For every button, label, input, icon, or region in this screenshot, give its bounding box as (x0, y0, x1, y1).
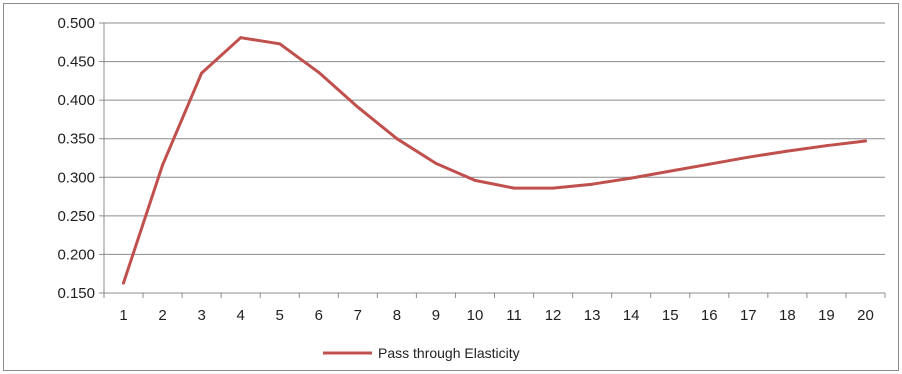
data-point (122, 281, 126, 285)
x-tick-label: 2 (158, 307, 166, 324)
x-tick-label: 10 (467, 307, 484, 324)
y-tick-label: 0.200 (57, 246, 95, 263)
series-line (122, 36, 867, 285)
data-point (161, 163, 165, 167)
data-point (200, 71, 204, 75)
data-point (590, 182, 594, 186)
series-layer (122, 36, 867, 285)
x-tick-label: 17 (740, 307, 757, 324)
data-point (434, 161, 438, 165)
data-point (356, 105, 360, 109)
data-point (395, 137, 399, 141)
x-tick-label: 13 (584, 307, 601, 324)
y-tick-label: 0.500 (57, 15, 95, 32)
y-tick-label: 0.450 (57, 54, 95, 71)
x-tick-label: 3 (197, 307, 205, 324)
x-tick-label: 18 (779, 307, 796, 324)
x-tick-label: 11 (506, 307, 522, 324)
data-point (278, 42, 282, 46)
y-axis-tick-labels: 0.500 0.450 0.400 0.350 0.300 0.250 0.200 0.150 (57, 15, 95, 302)
x-tick-label: 20 (857, 307, 874, 324)
x-tick-label: 1 (119, 307, 127, 324)
data-point (629, 176, 633, 180)
y-tick-label: 0.350 (57, 131, 95, 148)
axes (99, 22, 886, 298)
data-point (746, 155, 750, 159)
x-tick-label: 4 (237, 307, 245, 324)
data-point (317, 70, 321, 74)
x-axis-tick-labels: 1 2 3 4 5 6 7 8 9 10 11 12 13 14 15 16 17 18 19 20 (119, 307, 873, 324)
y-tick-label: 0.300 (57, 169, 95, 186)
x-tick-label: 7 (354, 307, 362, 324)
x-tick-label: 9 (432, 307, 440, 324)
gridlines (104, 22, 885, 255)
data-point (473, 178, 477, 182)
data-point (512, 186, 516, 190)
x-tick-label: 19 (818, 307, 835, 324)
data-point (668, 169, 672, 173)
x-tick-label: 14 (623, 307, 640, 324)
legend: Pass through Elasticity (323, 345, 520, 361)
y-tick-label: 0.400 (57, 92, 95, 109)
x-tick-label: 12 (545, 307, 562, 324)
data-point (863, 139, 867, 143)
x-tick-label: 6 (315, 307, 323, 324)
legend-label: Pass through Elasticity (378, 345, 520, 361)
data-point (785, 149, 789, 153)
x-tick-label: 8 (393, 307, 401, 324)
chart-frame (3, 3, 899, 371)
y-tick-label: 0.250 (57, 208, 95, 225)
x-tick-label: 5 (276, 307, 284, 324)
data-point (824, 144, 828, 148)
data-point (551, 186, 555, 190)
data-point (707, 162, 711, 166)
x-tick-label: 16 (701, 307, 718, 324)
data-point (239, 36, 243, 40)
y-tick-label: 0.150 (57, 285, 95, 302)
x-tick-label: 15 (662, 307, 679, 324)
